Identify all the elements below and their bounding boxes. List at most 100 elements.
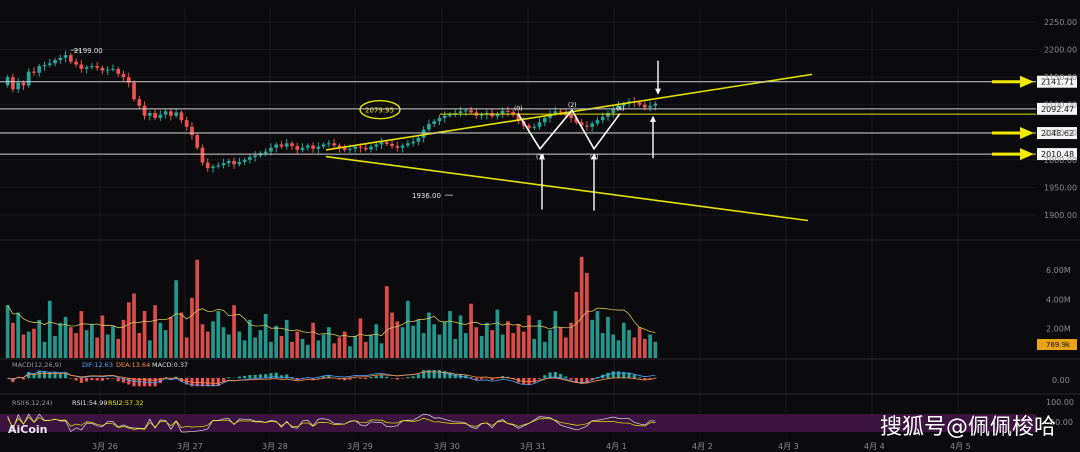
white-arrow-head (591, 153, 597, 160)
volume-bar (474, 327, 479, 358)
candle-body (232, 160, 236, 165)
level-tag (1037, 127, 1077, 140)
trend-lines: 2079.95 (325, 73, 813, 222)
macd-histogram-bar (221, 378, 226, 382)
candle-body (342, 147, 347, 150)
macd-histogram-bar (648, 378, 652, 380)
volume-bar (174, 280, 178, 358)
volume-bar (305, 344, 310, 358)
macd-histogram-bar (258, 374, 262, 379)
candle-body (63, 55, 68, 58)
macd-histogram-bar (601, 374, 605, 379)
macd-histogram-bar (627, 372, 631, 379)
volume-bar (158, 322, 163, 358)
volume-bar (74, 333, 78, 358)
candle-body (126, 77, 131, 83)
macd-histogram-bar (216, 378, 220, 387)
candle-body (316, 146, 321, 149)
candle-body (200, 147, 205, 163)
price-tick-label: 2150.00 (1044, 73, 1077, 82)
macd-histogram-bar (63, 373, 68, 379)
wave-label: (4) (616, 106, 625, 113)
volume-bar (400, 327, 405, 358)
w-pattern-line (517, 108, 621, 151)
candle-body (295, 146, 300, 150)
upper-trend-line (325, 73, 813, 151)
candle-body (637, 102, 642, 105)
candle-body (442, 115, 447, 118)
macd-histogram-bar (32, 373, 36, 379)
candle-body (332, 143, 336, 146)
volume-bar (516, 324, 521, 358)
candle-body (26, 71, 31, 86)
macd-histogram-bar (395, 378, 399, 380)
candle-body (600, 116, 605, 121)
grid (0, 8, 1080, 435)
candle-body (616, 105, 621, 109)
volume-bar (274, 325, 279, 358)
volume-bar (585, 272, 589, 358)
price-tick-label: 1950.00 (1044, 183, 1077, 192)
volume-bar (47, 300, 52, 358)
volume-bar (621, 322, 626, 358)
rsi1-line (7, 413, 656, 433)
time-tick-label: 3月 28 (262, 442, 288, 451)
macd-histogram-bar (385, 376, 389, 379)
candle-body (79, 64, 84, 69)
horizontal-levels: 2141.71 2092.47 2048.62 2010.48 (0, 75, 1077, 161)
overlay: AiCoin 搜狐号@佩佩梭哈 (8, 415, 1056, 440)
volume-bar (321, 334, 326, 358)
macd-histogram-bar (574, 378, 578, 383)
volume-bar (590, 319, 595, 358)
volume-bar (5, 305, 10, 358)
volume-bar (358, 318, 363, 358)
volume-bar (548, 330, 552, 358)
macd-histogram-bar (243, 375, 247, 379)
candle-body (226, 160, 231, 164)
volume-bar (126, 302, 131, 358)
volume-bar (411, 325, 415, 358)
price-tick-label: 2100.00 (1044, 101, 1077, 110)
volume-bar (458, 315, 463, 358)
candle-body (453, 112, 458, 115)
volume-bar (369, 334, 373, 358)
volume-bar (442, 321, 447, 358)
volume-bar (105, 334, 110, 358)
volume-bar (190, 297, 194, 358)
volume-bar (184, 337, 189, 358)
candle-body (142, 105, 147, 116)
volume-bar (42, 341, 47, 358)
candle-body (216, 165, 221, 167)
candle-body (406, 143, 410, 146)
volume-bar (258, 330, 263, 358)
volume-bar (242, 340, 247, 358)
volume-bar (290, 341, 294, 358)
macd-histogram-bar (643, 378, 647, 380)
time-tick-label: 3月 30 (434, 442, 460, 451)
time-tick-label: 3月 31 (520, 442, 546, 451)
candle-body (74, 61, 78, 65)
volume-bar (316, 340, 321, 358)
macd-histogram-bar (132, 378, 136, 387)
macd-histogram-bar (269, 373, 273, 379)
volume-bar (627, 330, 631, 358)
macd-histogram-bar (469, 377, 473, 379)
macd-histogram-bar (211, 378, 215, 387)
macd-histogram-bar (90, 378, 94, 381)
volume-tick-label: 2.00M (1046, 325, 1071, 334)
candle-body (21, 82, 26, 86)
candle-body (411, 141, 415, 144)
level-value: 2048.62 (1041, 129, 1074, 138)
macd-histogram-bar (106, 378, 110, 380)
volume-bar (453, 338, 458, 358)
volume-bar (632, 337, 637, 358)
volume-ma-tag (1037, 339, 1077, 350)
macd-panel: MACD(12,26,9) DIF:12.63 DEA:13.64 MACD:0.37… (6, 361, 1070, 387)
volume-bar (116, 338, 121, 358)
volume-bar (58, 322, 63, 358)
candle-body (179, 112, 184, 121)
candle-body (595, 120, 600, 124)
macd-histogram-bar (95, 378, 99, 381)
macd-histogram-bar (590, 378, 594, 381)
candle-body (421, 129, 426, 138)
